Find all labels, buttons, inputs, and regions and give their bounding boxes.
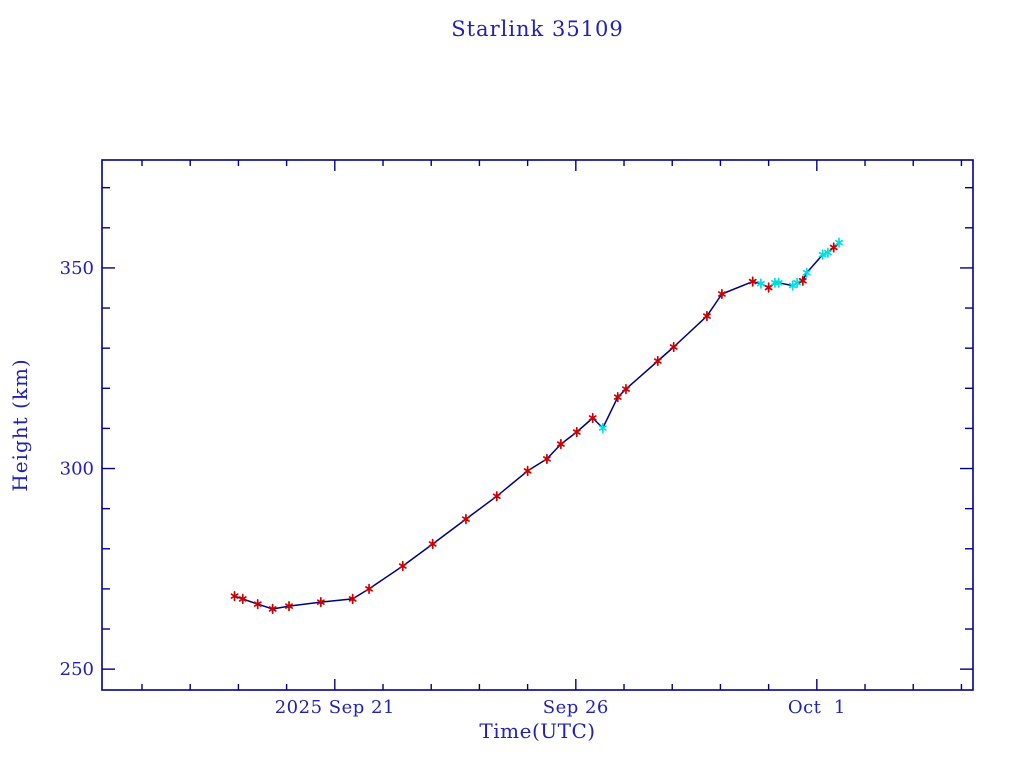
axes-frame [101,159,974,691]
red-elset-marker [492,491,501,502]
cyan-elset-marker [802,267,811,278]
chart-title: Starlink 35109 [451,17,624,41]
cyan-elset-marker [598,422,607,434]
red-elset-marker [230,590,239,602]
red-elset-marker [542,453,551,465]
y-tick-label: 300 [60,459,94,480]
red-elset-marker [348,593,357,605]
red-elset-marker [702,310,711,322]
red-elset-marker [268,603,277,615]
red-elset-marker [669,341,678,353]
red-elset-marker [316,596,325,608]
red-elset-marker [572,426,581,438]
x-tick-label: Oct 1 [788,697,846,718]
red-elset-marker [717,288,726,300]
y-axis-label: Height (km) [8,358,32,492]
cyan-elset-marker [793,277,802,288]
cyan-elset-marker [756,278,765,289]
cyan-elset-marker [818,249,827,260]
red-elset-marker [461,513,470,525]
red-elset-marker [285,600,293,612]
tick-labels: 250 300 350 2025 Sep 21 Sep 26 Oct 1 [60,258,846,718]
red-elset-marker [764,282,773,293]
red-elset-marker [829,242,838,253]
y-tick-label: 350 [60,258,94,279]
red-elset-marker [622,383,630,395]
red-elset-marker [398,560,407,572]
red-elset-marker [556,438,565,450]
x-tick-label: Sep 26 [543,697,609,718]
red-elset-marker [365,583,373,595]
red-elset-marker [748,276,757,287]
red-elset-marker [798,275,807,286]
red-elset-marker [238,593,247,605]
x-axis-label: Time(UTC) [479,719,596,743]
red-elset-marker [253,598,262,610]
red-elset-marker [588,412,597,424]
data-markers [230,237,843,615]
axis-ticks [102,160,973,690]
red-elset-marker [428,538,437,550]
x-tick-label: 2025 Sep 21 [275,697,395,718]
red-elset-marker [613,391,622,403]
cyan-elset-marker [823,247,832,258]
height-data-line [234,242,840,610]
cyan-elset-marker [774,277,783,288]
cyan-elset-marker [835,237,843,248]
red-elset-marker [523,465,532,477]
red-elset-marker [653,355,662,367]
y-tick-label: 250 [60,659,94,680]
